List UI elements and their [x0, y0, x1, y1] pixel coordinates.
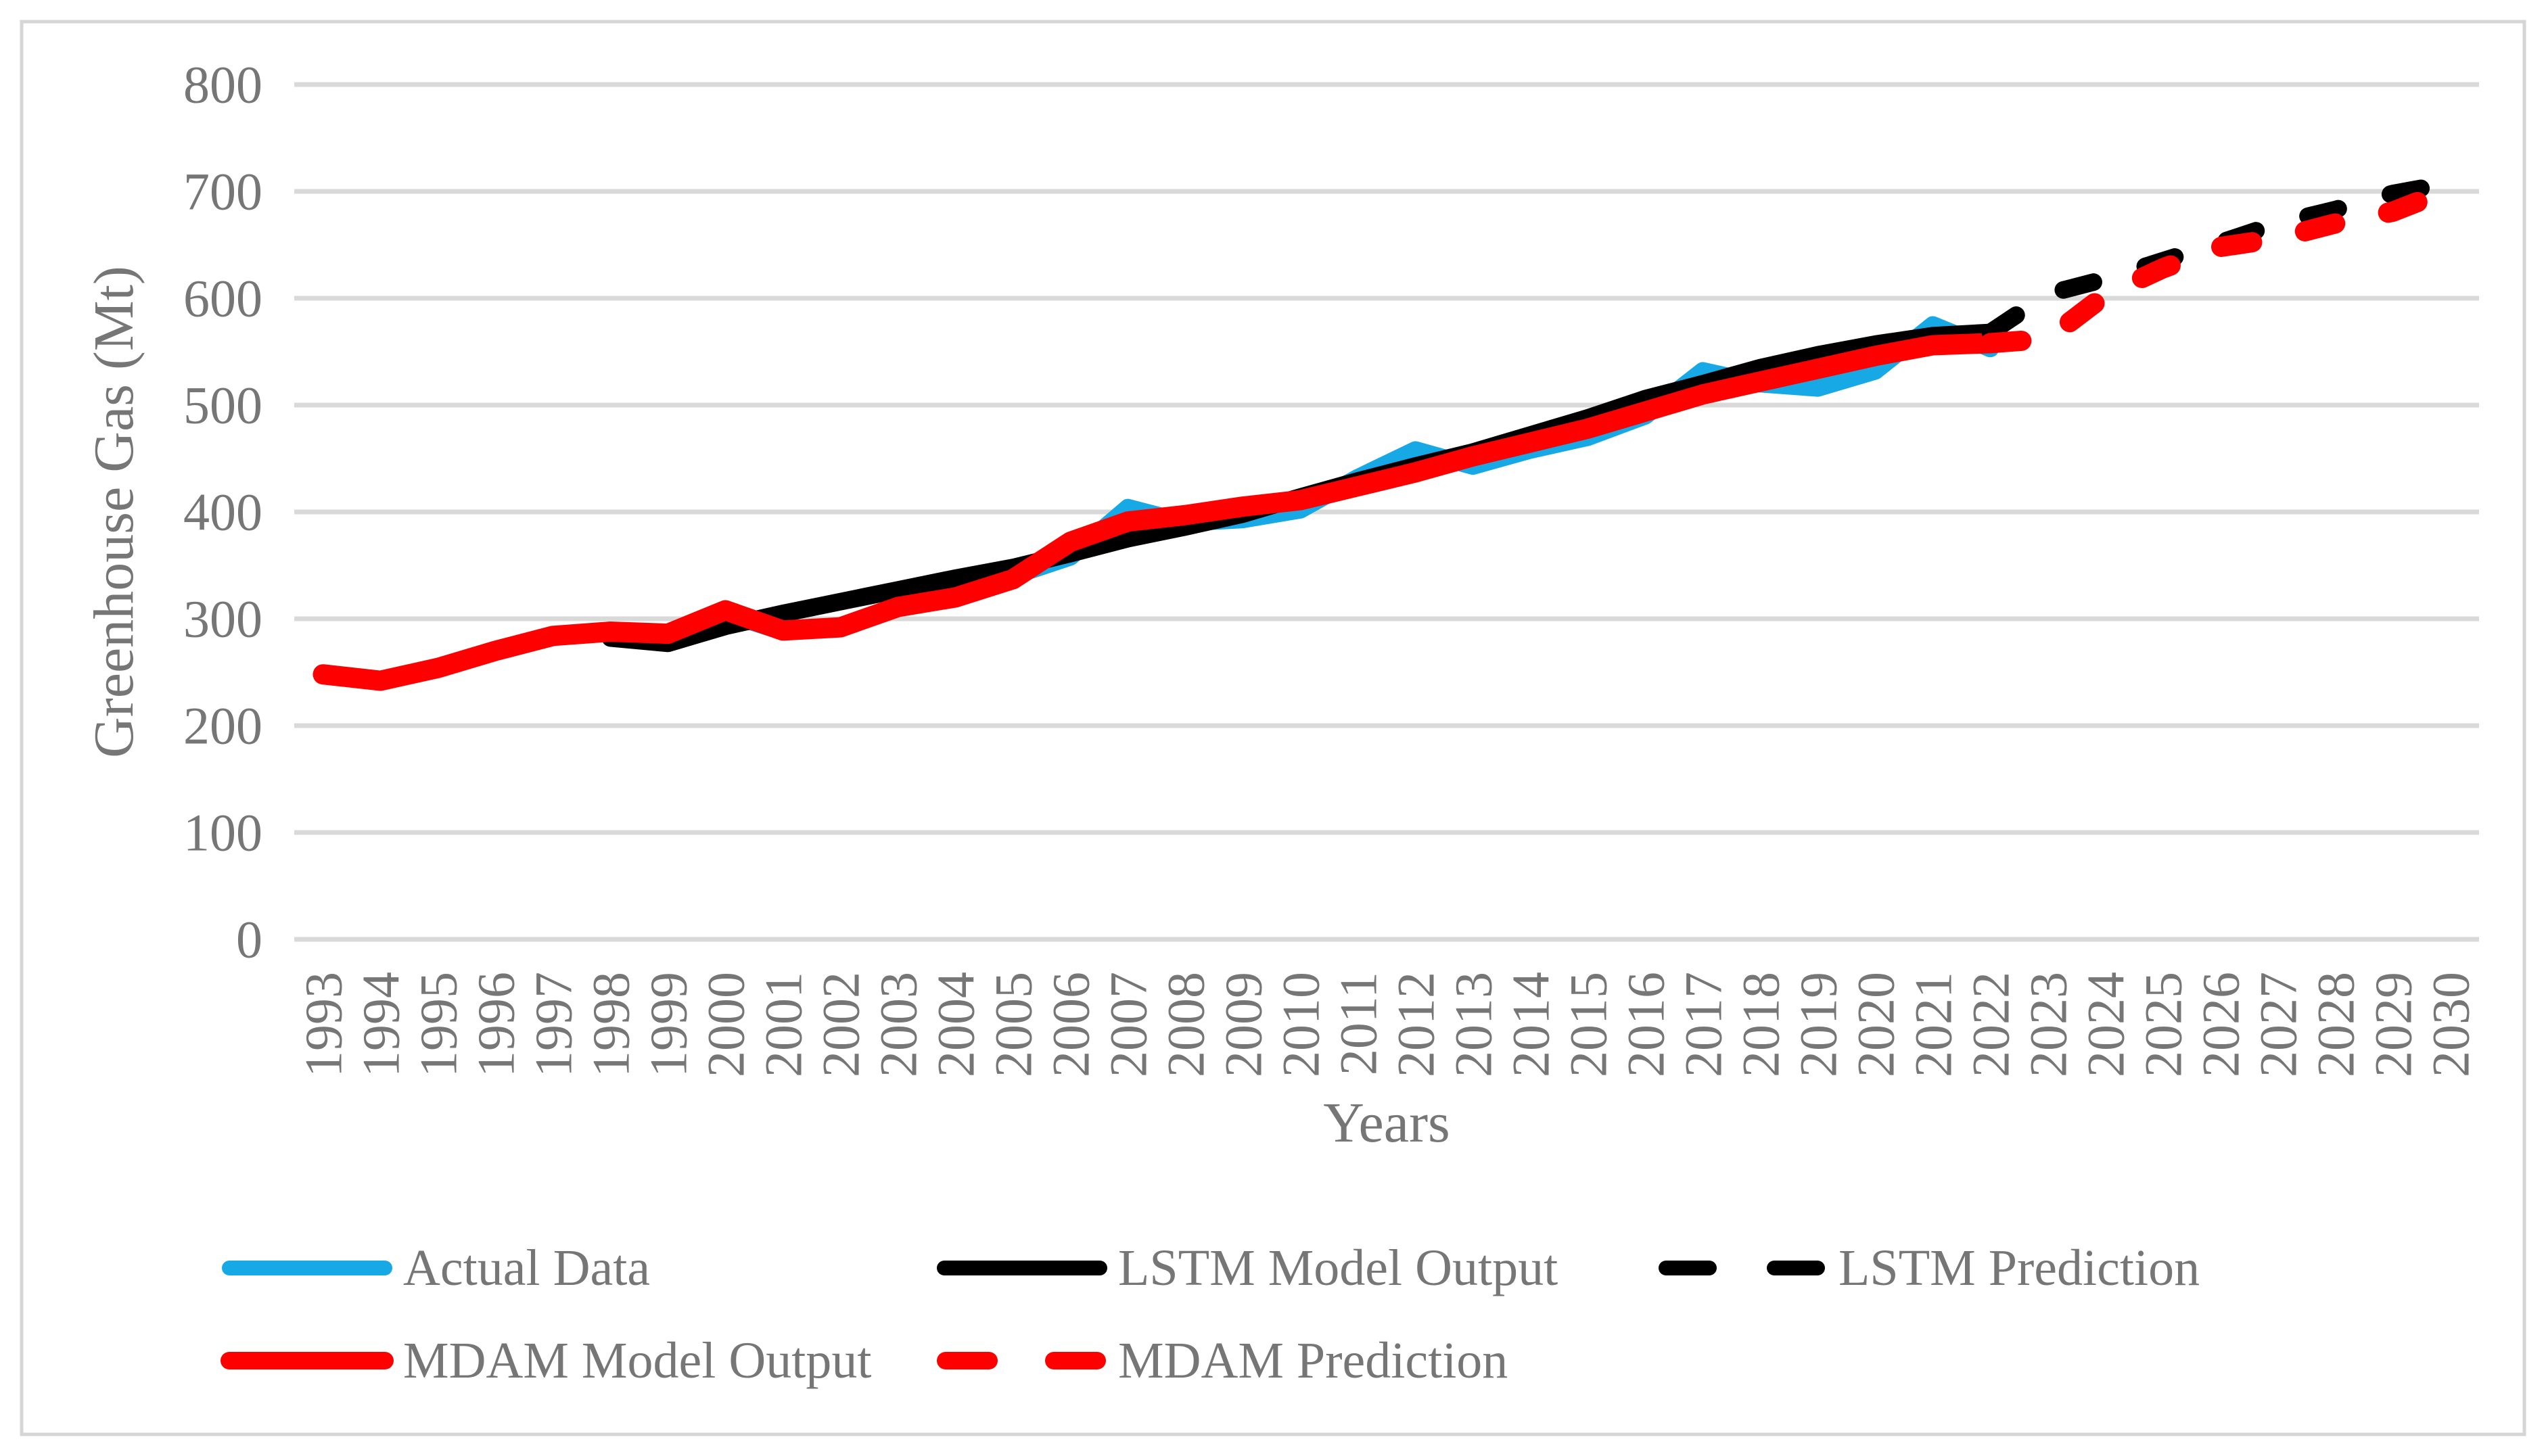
- legend-item-mdam-prediction: MDAM Prediction: [937, 1332, 1508, 1389]
- x-tick-label: 2027: [2249, 972, 2308, 1077]
- legend-label-lstm-model-output: LSTM Model Output: [1118, 1240, 1558, 1296]
- x-tick-label: 2001: [754, 972, 813, 1077]
- line-mdam-prediction: [1980, 179, 2461, 354]
- x-tick-label: 2013: [1444, 972, 1503, 1077]
- x-tick-label: 2014: [1502, 972, 1560, 1077]
- y-tick-label: 800: [183, 55, 262, 114]
- x-tick-label: 2021: [1904, 972, 1963, 1077]
- legend-label-mdam-prediction: MDAM Prediction: [1118, 1332, 1508, 1389]
- y-tick-label: 0: [236, 910, 262, 969]
- line-mdam-model-output: [313, 333, 2001, 691]
- y-tick-label: 100: [183, 803, 262, 862]
- x-tick-label: 2003: [869, 972, 928, 1077]
- x-tick-label: 2000: [697, 972, 756, 1077]
- y-tick-label: 400: [183, 483, 262, 542]
- y-tick-label: 500: [183, 376, 262, 435]
- x-tick-label: 2012: [1387, 972, 1445, 1077]
- x-tick-label: 2015: [1559, 972, 1618, 1077]
- x-tick-label: 2026: [2192, 972, 2250, 1077]
- x-tick-label: 2007: [1099, 972, 1158, 1077]
- x-tick-label: 1994: [352, 972, 411, 1077]
- x-axis-title: Years: [1323, 1091, 1450, 1154]
- legend-item-lstm-model-output: LSTM Model Output: [937, 1240, 1558, 1296]
- x-tick-label: 2028: [2307, 972, 2365, 1077]
- x-tick-label: 2011: [1329, 972, 1388, 1075]
- y-tick-label: 200: [183, 697, 262, 755]
- x-tick-label: 2008: [1157, 972, 1216, 1077]
- x-tick-label: 2010: [1272, 972, 1330, 1077]
- x-tick-label: 2029: [2364, 972, 2423, 1077]
- x-tick-label: 2025: [2134, 972, 2193, 1077]
- x-tick-label: 2005: [984, 972, 1043, 1077]
- legend-label-lstm-prediction: LSTM Prediction: [1838, 1240, 2200, 1296]
- x-tick-label: 2017: [1674, 972, 1733, 1077]
- y-tick-label: 600: [183, 269, 262, 328]
- x-tick-label: 2023: [2019, 972, 2078, 1077]
- x-tick-label: 2024: [2077, 972, 2135, 1077]
- x-tick-label: 2019: [1789, 972, 1848, 1077]
- x-tick-label: 1993: [294, 972, 353, 1077]
- x-tick-label: 2018: [1732, 972, 1790, 1077]
- x-tick-label: 2002: [812, 972, 871, 1077]
- x-tick-label: 1996: [467, 972, 526, 1077]
- y-axis-title: Greenhouse Gas (Mt): [83, 266, 145, 758]
- x-tick-label: 2030: [2422, 972, 2480, 1077]
- legend-label-mdam-model-output: MDAM Model Output: [403, 1332, 871, 1389]
- legend-item-lstm-prediction: LSTM Prediction: [1659, 1240, 2200, 1296]
- x-tick-label: 2022: [1962, 972, 2020, 1077]
- x-tick-label: 2020: [1847, 972, 1905, 1077]
- x-tick-label: 1995: [409, 972, 468, 1077]
- x-tick-label: 2004: [927, 972, 986, 1077]
- legend-item-actual-data: Actual Data: [222, 1240, 650, 1296]
- x-tick-label: 2009: [1214, 972, 1273, 1077]
- figure-border: [20, 20, 2526, 1436]
- x-tick-label: 1997: [524, 972, 583, 1077]
- x-tick-label: 2016: [1617, 972, 1675, 1077]
- legend-label-actual-data: Actual Data: [403, 1240, 650, 1296]
- x-tick-label: 1998: [582, 972, 641, 1077]
- x-tick-label: 2006: [1042, 972, 1101, 1077]
- legend-item-mdam-model-output: MDAM Model Output: [221, 1332, 871, 1389]
- y-tick-label: 300: [183, 590, 262, 649]
- x-tick-label: 1999: [639, 972, 698, 1077]
- y-tick-label: 700: [183, 162, 262, 221]
